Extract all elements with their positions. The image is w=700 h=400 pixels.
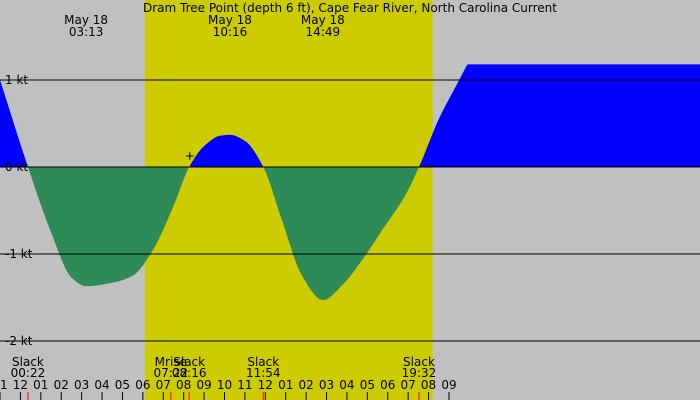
- x-tick-label: 06: [380, 378, 395, 392]
- event-date: May 18: [64, 13, 108, 27]
- x-tick-label: 03: [319, 378, 334, 392]
- event-label: Slack: [247, 355, 279, 369]
- event-time: 07:22: [154, 366, 189, 380]
- x-tick-label: 01: [33, 378, 48, 392]
- x-tick-label: 06: [135, 378, 150, 392]
- event-date: May 18: [301, 13, 345, 27]
- event-time: 00:22: [11, 366, 46, 380]
- x-tick-label: 07: [401, 378, 416, 392]
- x-tick-label: 02: [298, 378, 313, 392]
- x-tick-label: 11: [0, 378, 8, 392]
- flood-current-area: [0, 80, 28, 167]
- x-tick-label: 01: [278, 378, 293, 392]
- event-time: 10:16: [213, 25, 248, 39]
- x-tick-label: 10: [217, 378, 232, 392]
- event-label: Mrise: [155, 355, 187, 369]
- event-date: May 18: [208, 13, 252, 27]
- x-tick-label: 05: [115, 378, 130, 392]
- x-tick-label: 08: [421, 378, 436, 392]
- x-tick-label: 05: [360, 378, 375, 392]
- event-time: 08:16: [172, 366, 207, 380]
- y-tick-label: 1 kt: [5, 73, 28, 87]
- event-time: 03:13: [69, 25, 104, 39]
- event-time: 11:54: [246, 366, 281, 380]
- event-label: Slack: [173, 355, 205, 369]
- event-label: Slack: [12, 355, 44, 369]
- x-tick-label: 08: [176, 378, 191, 392]
- current-time-marker: +: [185, 149, 195, 163]
- x-tick-label: 12: [13, 378, 28, 392]
- x-tick-label: 12: [258, 378, 273, 392]
- flood-current-area: [190, 134, 264, 167]
- x-tick-label: 03: [74, 378, 89, 392]
- flood-current-area: [419, 64, 700, 167]
- y-tick-label: -1 kt: [5, 247, 33, 261]
- x-tick-label: 11: [237, 378, 252, 392]
- event-label: Slack: [403, 355, 435, 369]
- y-tick-label: -2 kt: [5, 334, 33, 348]
- event-time: 14:49: [306, 25, 341, 39]
- x-tick-label: 07: [156, 378, 171, 392]
- ebb-current-area: [28, 167, 190, 287]
- chart-title: Dram Tree Point (depth 6 ft), Cape Fear …: [143, 1, 557, 15]
- y-tick-label: 0 kt: [5, 160, 28, 174]
- x-tick-label: 04: [94, 378, 109, 392]
- x-tick-label: 02: [54, 378, 69, 392]
- x-tick-label: 09: [196, 378, 211, 392]
- x-tick-label: 04: [339, 378, 354, 392]
- event-time: 19:32: [402, 366, 437, 380]
- ebb-current-area: [264, 167, 419, 301]
- x-tick-label: 09: [441, 378, 456, 392]
